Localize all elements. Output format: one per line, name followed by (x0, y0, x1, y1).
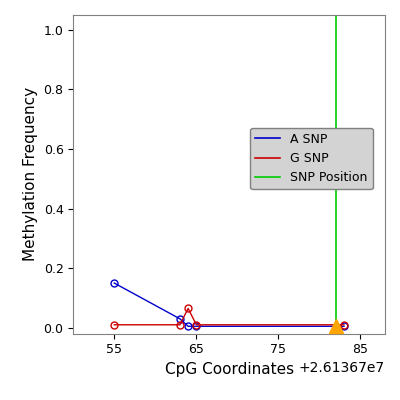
Y-axis label: Methylation Frequency: Methylation Frequency (23, 87, 38, 262)
Legend: A SNP, G SNP, SNP Position: A SNP, G SNP, SNP Position (250, 128, 372, 189)
X-axis label: CpG Coordinates: CpG Coordinates (164, 362, 294, 377)
